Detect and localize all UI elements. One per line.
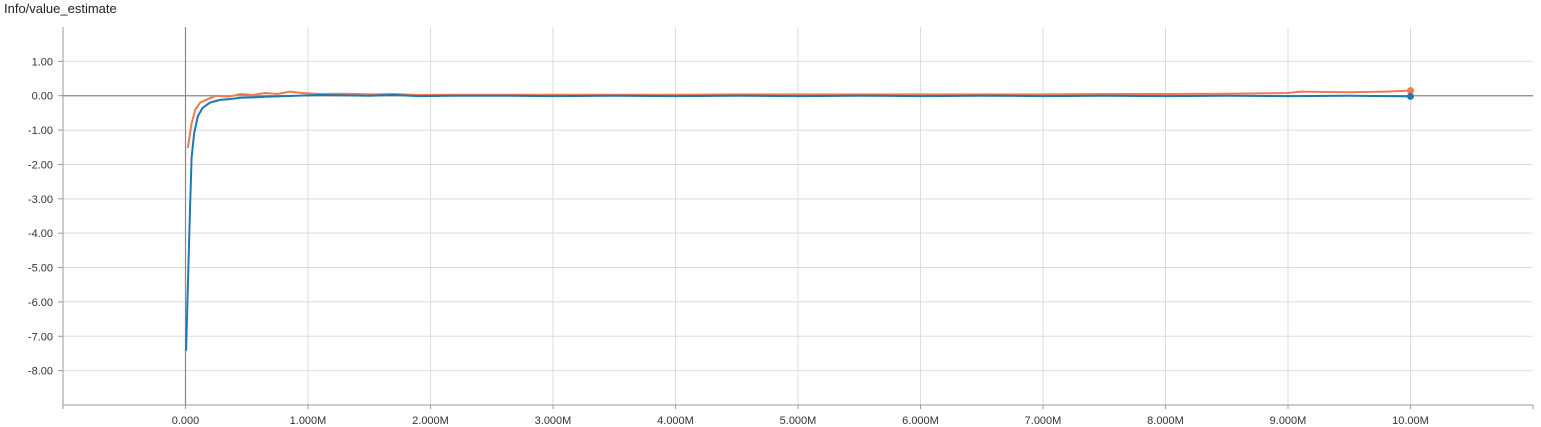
y-tick-label: -6.00 bbox=[28, 297, 53, 309]
x-tick-label: 10.00M bbox=[1392, 415, 1429, 427]
x-tick-label: 7.000M bbox=[1025, 415, 1062, 427]
x-tick-label: 2.000M bbox=[412, 415, 449, 427]
series-end-marker-1 bbox=[1407, 92, 1414, 100]
y-tick-label: 1.00 bbox=[32, 56, 53, 68]
chart-title: Info/value_estimate bbox=[4, 1, 117, 16]
series-line-1 bbox=[185, 94, 1412, 351]
x-tick-label: 6.000M bbox=[902, 415, 939, 427]
y-tick-label: 0.00 bbox=[32, 91, 53, 103]
x-tick-label: 9.000M bbox=[1270, 415, 1307, 427]
x-tick-label: 0.000 bbox=[172, 415, 200, 427]
series-line-0 bbox=[186, 89, 1412, 149]
y-tick-label: -3.00 bbox=[28, 194, 53, 206]
y-tick-label: -1.00 bbox=[28, 125, 53, 137]
y-tick-label: -2.00 bbox=[28, 159, 53, 171]
x-tick-label: 8.000M bbox=[1147, 415, 1184, 427]
y-tick-label: -4.00 bbox=[28, 228, 53, 240]
series-layer bbox=[185, 87, 1414, 351]
x-axis-ticks: 0.000 1.000M 2.000M 3.000M 4.000M 5.000M 6.000… bbox=[62, 405, 1534, 427]
x-tick-label: 1.000M bbox=[290, 415, 327, 427]
y-tick-label: -5.00 bbox=[28, 263, 53, 275]
series-end-marker-0 bbox=[1407, 87, 1414, 95]
y-axis-ticks: 1.00 0.00 -1.00 -2.00 -3.00 -4.00 -5.00 -6.00 -7… bbox=[28, 56, 63, 378]
x-tick-label: 5.000M bbox=[780, 415, 817, 427]
x-tick-label: 3.000M bbox=[535, 415, 572, 427]
x-tick-label: 4.000M bbox=[657, 415, 694, 427]
y-tick-label: -8.00 bbox=[28, 366, 53, 378]
grid-lines bbox=[63, 27, 1533, 405]
y-tick-label: -7.00 bbox=[28, 331, 53, 343]
